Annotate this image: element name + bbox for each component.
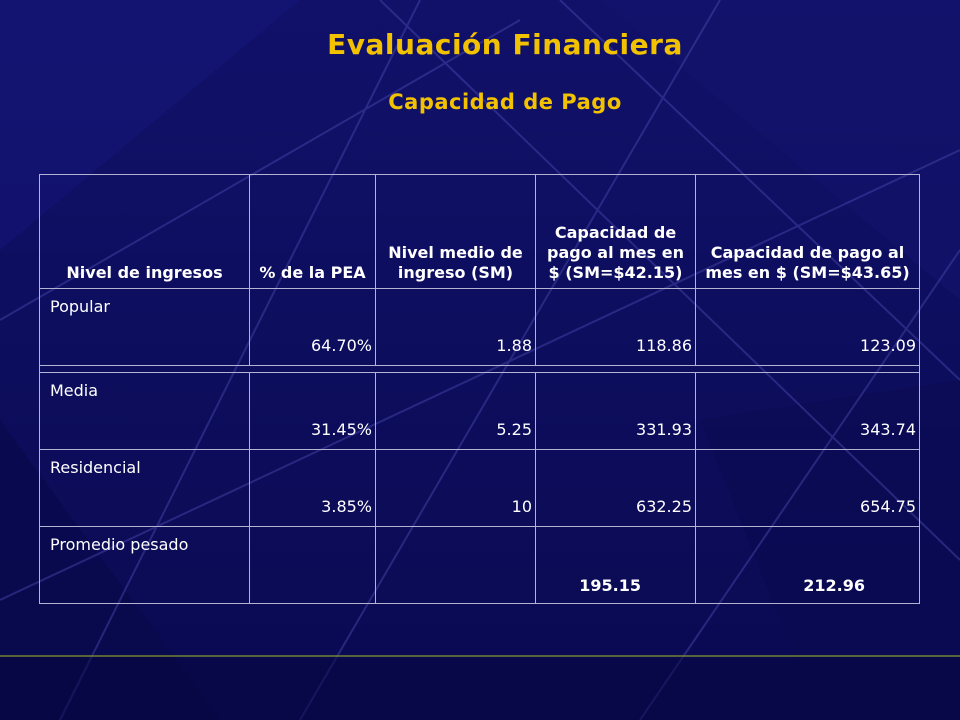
cell-nivel: Promedio pesado [39,526,250,604]
table-row: Media 31.45% 5.25 331.93 343.74 [39,372,920,450]
cell-cap2: 343.74 [695,372,920,450]
cell-nivel: Popular [39,288,250,366]
slide-title: Evaluación Financiera [327,28,683,61]
cell-pea [249,526,376,604]
cell-sm: 1.88 [375,288,536,366]
cell-cap1: 118.86 [535,288,696,366]
cell-cap1: 632.25 [535,449,696,527]
cell-cap2: 123.09 [695,288,920,366]
table-header-row: Nivel de ingresos % de la PEA Nivel medi… [39,174,920,289]
table-row: Promedio pesado 195.15 212.96 [39,526,920,604]
cell-nivel: Media [39,372,250,450]
header-pea: % de la PEA [249,174,376,289]
header-nivel: Nivel de ingresos [39,174,250,289]
cell-sm: 10 [375,449,536,527]
cell-pea: 31.45% [249,372,376,450]
cell-pea: 64.70% [249,288,376,366]
header-sm: Nivel medio de ingreso (SM) [375,174,536,289]
header-cap2: Capacidad de pago al mes en $ (SM=$43.65… [695,174,920,289]
cell-cap2: 654.75 [695,449,920,527]
cell-cap1: 195.15 [535,526,696,604]
row-gap [39,365,920,373]
capacity-table: Nivel de ingresos % de la PEA Nivel medi… [39,174,920,604]
slide-subtitle: Capacidad de Pago [388,90,622,114]
cell-nivel: Residencial [39,449,250,527]
cell-cap1: 331.93 [535,372,696,450]
gap-cell [39,365,920,373]
table-row: Popular 64.70% 1.88 118.86 123.09 [39,288,920,366]
header-cap1: Capacidad de pago al mes en $ (SM=$42.15… [535,174,696,289]
cell-sm: 5.25 [375,372,536,450]
cell-pea: 3.85% [249,449,376,527]
cell-sm [375,526,536,604]
table-row: Residencial 3.85% 10 632.25 654.75 [39,449,920,527]
cell-cap2: 212.96 [695,526,920,604]
